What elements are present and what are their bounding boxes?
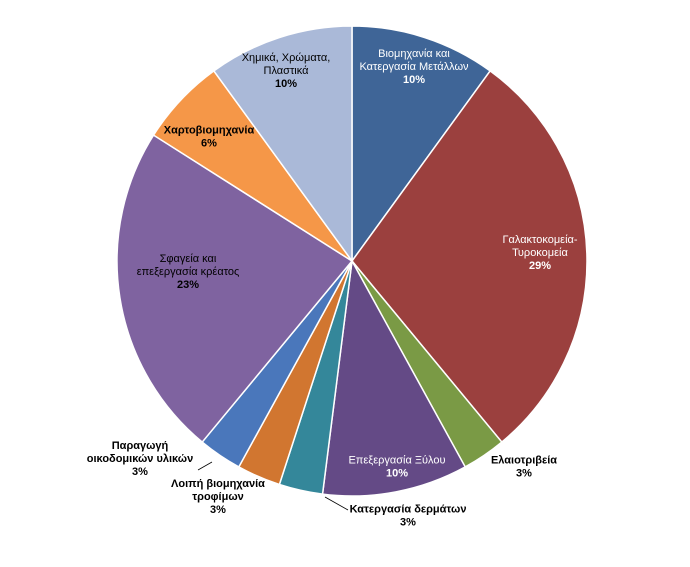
slice-label-line-6-1: Λοιπή βιομηχανία (171, 478, 265, 490)
slice-label-2: Γαλακτοκομεία-Τυροκομεία 29% (502, 234, 577, 272)
slice-label-3: Ελαιοτριβεία 3% (491, 455, 557, 480)
slice-label-6: Λοιπή βιομηχανία τροφίμων 3% (171, 478, 265, 516)
slice-label-line-10-1: Χημικά, Χρώματα, (242, 52, 331, 64)
slice-label-line-7-1: Παραγωγή (112, 440, 169, 452)
slice-percent-1: 10% (403, 74, 425, 86)
slice-label-line-8-1: Σφαγεία και (160, 253, 217, 265)
slice-percent-8: 23% (177, 279, 199, 291)
pie-slice-4 (321, 258, 467, 497)
slice-percent-3: 3% (516, 468, 532, 480)
slice-label-1: Βιομηχανία και Κατεργασία Μετάλλων 10% (359, 48, 469, 86)
leader-line-5 (324, 496, 349, 511)
slice-label-5: Κατεργασία δερμάτων 3% (350, 504, 467, 529)
slice-label-line-8-2: επεξεργασία κρέατος (137, 266, 240, 278)
pie-slice-8 (116, 134, 354, 444)
slice-label-line-2-2: Τυροκομεία (512, 247, 568, 259)
leader-line-7 (197, 461, 213, 471)
slice-label-line-4-1: Επεξεργασία Ξύλου (348, 455, 445, 467)
slice-label-4: Επεξεργασία Ξύλου 10% (348, 455, 445, 480)
slice-label-line-1-2: Κατεργασία Μετάλλων (359, 61, 469, 73)
slice-percent-9: 6% (201, 138, 217, 150)
slice-label-line-6-2: τροφίμων (192, 491, 244, 503)
slice-label-line-1-1: Βιομηχανία και (378, 48, 450, 60)
slice-label-line-7-2: οικοδομικών υλικών (87, 453, 193, 465)
slice-percent-4: 10% (386, 468, 408, 480)
slice-percent-2: 29% (529, 260, 551, 272)
slice-percent-7: 3% (132, 466, 148, 478)
pie-slice-1 (351, 25, 492, 264)
slice-label-line-5-1: Κατεργασία δερμάτων (350, 504, 467, 516)
slice-label-line-9-1: Χαρτοβιομηχανία (164, 125, 255, 137)
pie-slice-2 (351, 69, 588, 444)
pie-slice-10 (212, 25, 353, 264)
slice-percent-6: 3% (210, 504, 226, 516)
slice-percent-10: 10% (275, 78, 297, 90)
slice-label-8: Σφαγεία και επεξεργασία κρέατος 23% (137, 253, 240, 291)
slice-label-10: Χημικά, Χρώματα, Πλαστικά 10% (242, 52, 331, 90)
slice-label-7: Παραγωγή οικοδομικών υλικών 3% (87, 440, 193, 478)
slice-percent-5: 3% (400, 517, 416, 529)
slice-label-9: Χαρτοβιομηχανία 6% (164, 125, 255, 150)
slice-label-line-10-2: Πλαστικά (264, 65, 310, 77)
slice-label-line-2-1: Γαλακτοκομεία- (502, 234, 577, 246)
slice-label-line-3-1: Ελαιοτριβεία (491, 455, 557, 467)
